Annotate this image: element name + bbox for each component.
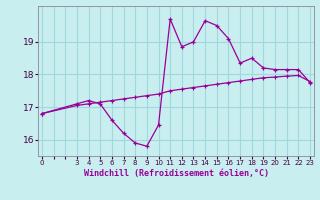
X-axis label: Windchill (Refroidissement éolien,°C): Windchill (Refroidissement éolien,°C) [84, 169, 268, 178]
